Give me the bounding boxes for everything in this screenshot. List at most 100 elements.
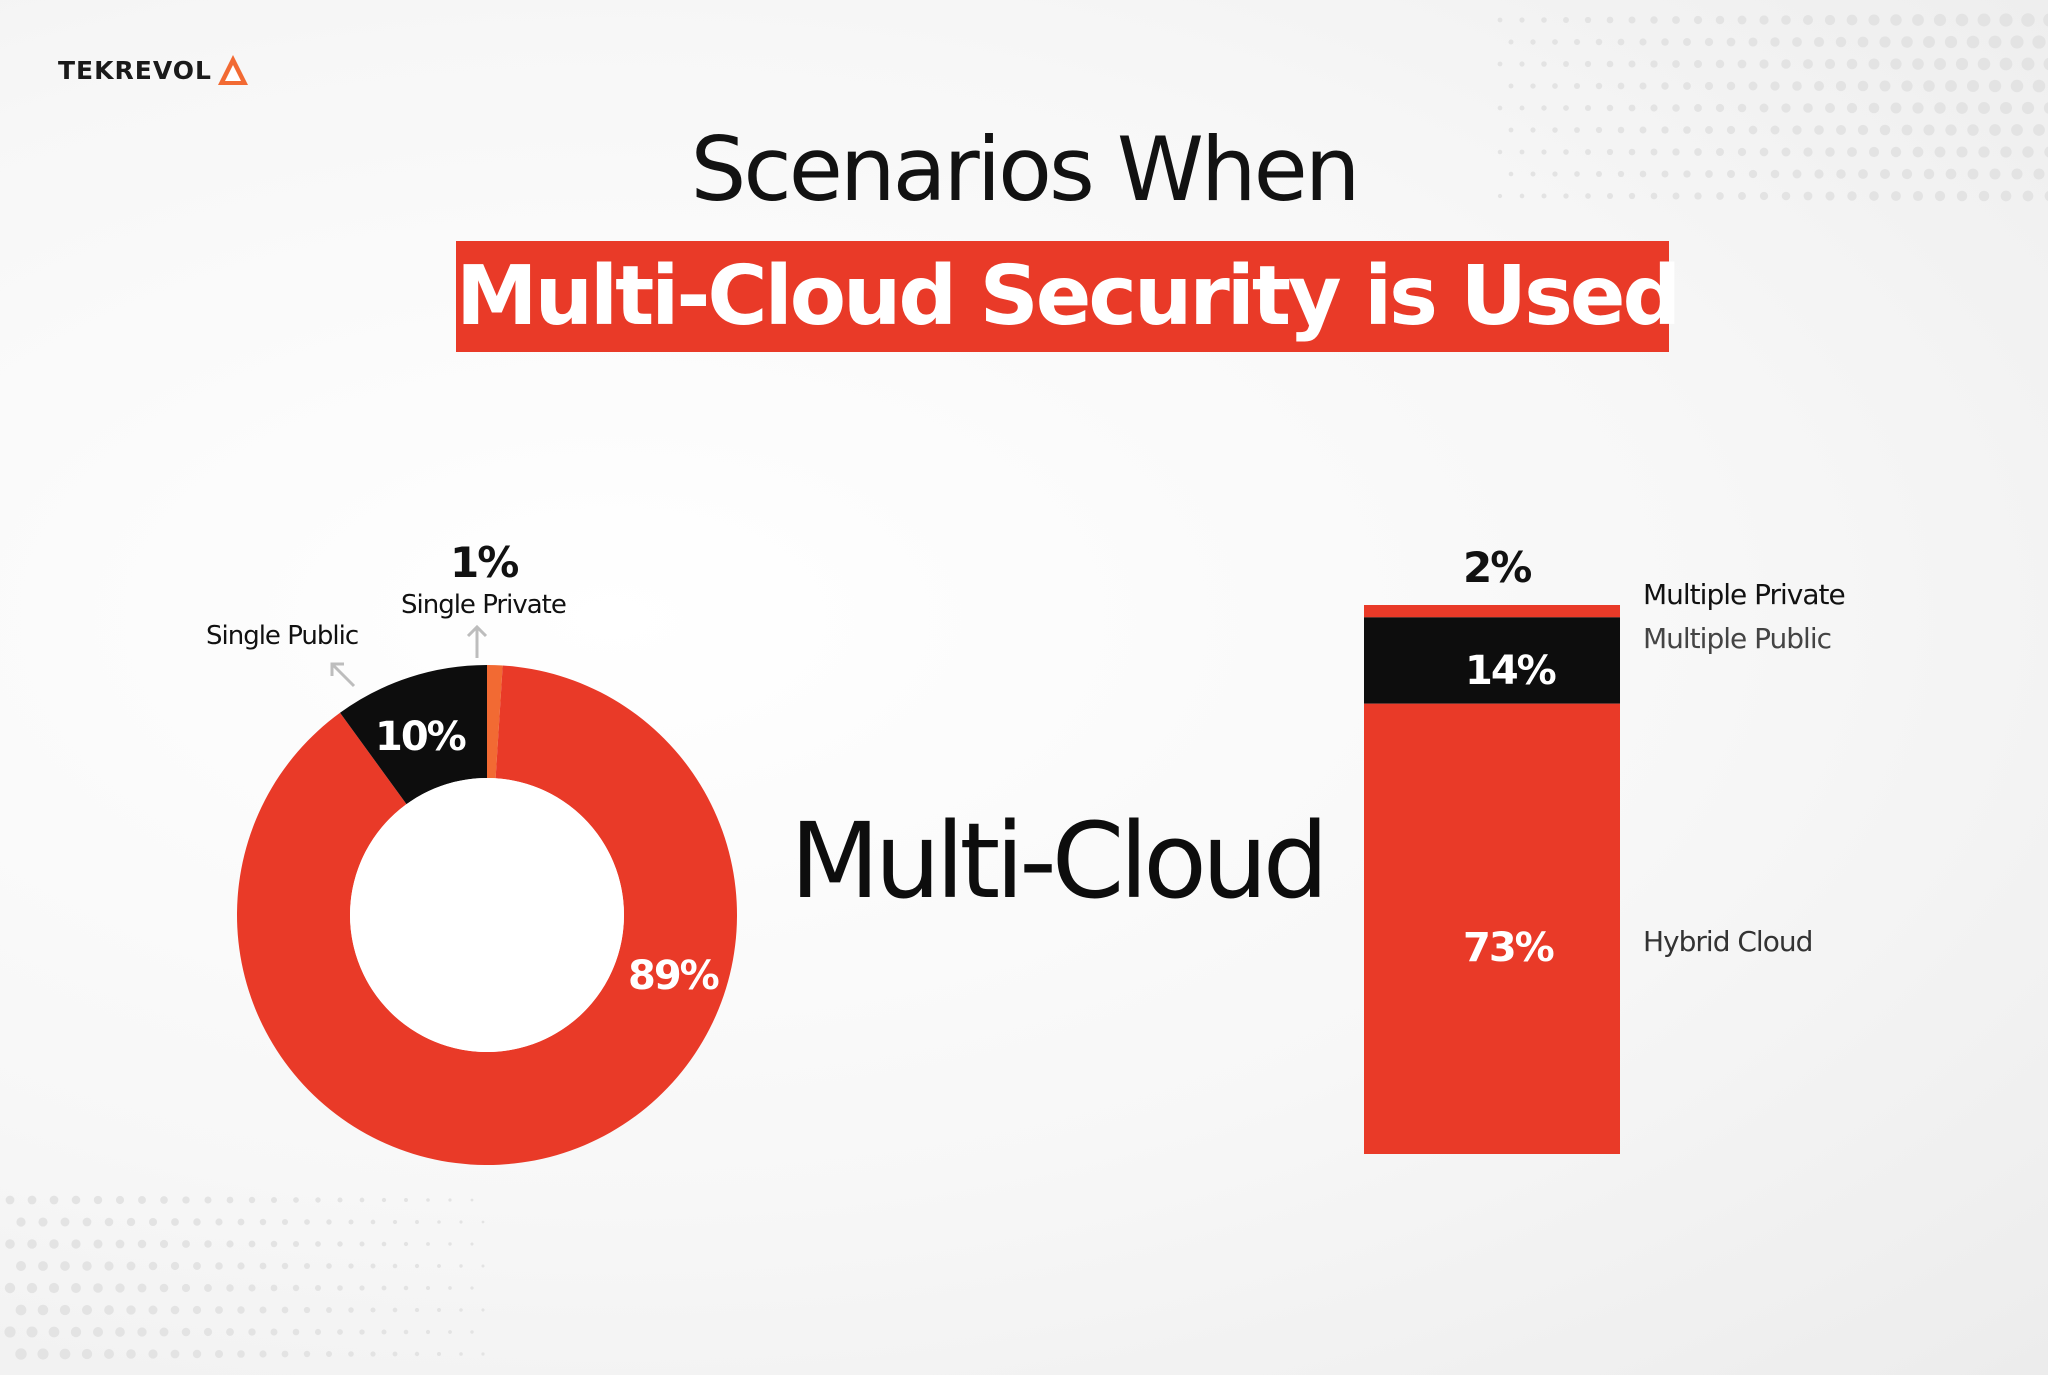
background-dot — [1824, 58, 1836, 70]
background-dot — [15, 1304, 27, 1316]
background-dot — [1879, 168, 1891, 180]
slice-label-single-public: Single Public — [206, 621, 359, 651]
background-dot — [1563, 193, 1569, 199]
background-dot — [1869, 191, 1879, 201]
background-dot — [1847, 191, 1857, 201]
background-dot — [1890, 146, 1902, 158]
background-dot — [1639, 170, 1647, 178]
subtitle-highlight — [456, 241, 1669, 352]
background-dot — [2032, 79, 2046, 93]
background-dot — [1890, 14, 1902, 26]
background-dot — [1584, 60, 1592, 68]
background-dot — [1966, 35, 1980, 49]
background-dot — [1563, 61, 1569, 67]
background-dot — [1606, 192, 1614, 200]
background-dot — [1770, 81, 1780, 91]
background-dot — [414, 1351, 420, 1357]
background-dot — [1585, 149, 1591, 155]
legend-hybrid-cloud: Hybrid Cloud — [1643, 925, 1813, 958]
background-dot — [259, 1218, 267, 1226]
background-dot — [392, 1351, 398, 1357]
background-dot — [403, 1285, 409, 1291]
background-dot — [1650, 16, 1658, 24]
background-dot — [193, 1262, 201, 1270]
background-dot — [1508, 83, 1514, 89]
background-dot — [359, 1241, 365, 1247]
background-dot — [49, 1195, 59, 1205]
background-dot — [37, 1304, 49, 1316]
background-dot — [1519, 105, 1525, 111]
background-dot — [1759, 59, 1769, 69]
bar-segment-multiple-public — [1364, 617, 1620, 704]
background-dot — [1748, 125, 1758, 135]
background-dot — [359, 1329, 365, 1335]
background-dot — [281, 1218, 289, 1226]
background-dot — [93, 1239, 103, 1249]
background-dot — [1912, 146, 1924, 158]
background-dot — [1770, 37, 1780, 47]
background-dot — [1563, 149, 1569, 155]
background-dot — [1650, 104, 1658, 112]
background-dot — [404, 1198, 408, 1202]
background-dot — [348, 1219, 354, 1225]
background-dot — [2021, 57, 2035, 71]
background-dot — [1825, 147, 1835, 157]
background-dot — [170, 1305, 180, 1315]
background-dot — [1803, 59, 1813, 69]
background-dot — [1814, 81, 1824, 91]
background-dot — [1595, 82, 1603, 90]
background-dot — [237, 1218, 245, 1226]
background-dot — [1672, 16, 1680, 24]
background-dot — [38, 1217, 48, 1227]
background-dot — [1650, 192, 1658, 200]
background-dot — [303, 1306, 311, 1314]
background-dot — [1497, 17, 1503, 23]
background-dot — [1727, 170, 1735, 178]
segment-value-multiple-private: 2% — [1463, 543, 1532, 592]
background-dot — [59, 1304, 71, 1316]
background-dot — [2022, 146, 2034, 158]
background-dot — [1628, 104, 1636, 112]
legend-multiple-private: Multiple Private — [1643, 578, 1846, 611]
background-dot — [1967, 168, 1979, 180]
background-dot — [292, 1284, 300, 1292]
background-dot — [1726, 81, 1736, 91]
background-dot — [448, 1198, 452, 1202]
background-dot — [1868, 102, 1880, 114]
background-dot — [315, 1197, 321, 1203]
background-dot — [1923, 80, 1935, 92]
background-dot — [1923, 124, 1935, 136]
background-dot — [148, 1349, 158, 1359]
background-dot — [59, 1348, 71, 1360]
background-dot — [248, 1240, 256, 1248]
background-dot — [315, 1241, 321, 1247]
background-dot — [1999, 13, 2013, 27]
background-dot — [1879, 36, 1891, 48]
background-dot — [359, 1197, 365, 1203]
background-dot — [92, 1326, 104, 1338]
background-dot — [192, 1349, 202, 1359]
background-dot — [1781, 191, 1791, 201]
background-dot — [137, 1327, 147, 1337]
background-dot — [81, 1304, 93, 1316]
background-dot — [2043, 13, 2048, 27]
background-dot — [82, 1261, 92, 1271]
legend-multiple-public: Multiple Public — [1643, 622, 1832, 655]
background-dot — [1901, 36, 1913, 48]
background-dot — [1846, 102, 1858, 114]
background-dot — [437, 1308, 441, 1312]
background-dot — [270, 1196, 278, 1204]
background-dot — [27, 1239, 37, 1249]
background-dot — [192, 1305, 202, 1315]
background-dot — [27, 1195, 37, 1205]
background-dot — [370, 1219, 376, 1225]
background-dot — [326, 1263, 332, 1269]
background-dot — [1585, 193, 1591, 199]
background-dot — [1836, 169, 1846, 179]
background-dot — [270, 1284, 278, 1292]
background-dot — [281, 1262, 289, 1270]
background-dot — [181, 1327, 191, 1337]
background-dot — [1530, 39, 1536, 45]
background-dot — [1617, 126, 1625, 134]
